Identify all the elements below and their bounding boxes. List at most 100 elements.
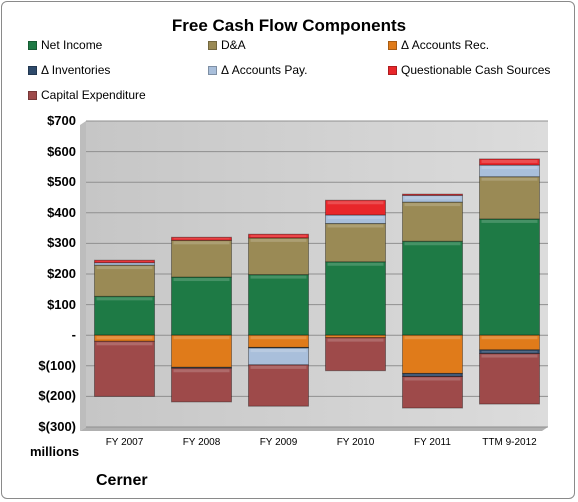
bar-segment-highlight: [481, 219, 538, 223]
bar-segment-highlight: [327, 338, 384, 342]
legend-item: Questionable Cash Sources: [388, 63, 550, 77]
bar-segment-highlight: [96, 336, 153, 340]
bar-segment-highlight: [173, 238, 230, 240]
bar-segment: [94, 340, 155, 397]
legend-label: D&A: [221, 38, 246, 52]
bar-segment-highlight: [481, 159, 538, 163]
bar-segment: [402, 334, 463, 374]
bar-segment-highlight: [250, 365, 307, 369]
bar-segment: [171, 236, 232, 241]
legend-label: Capital Expenditure: [41, 88, 146, 102]
bar-segment-highlight: [327, 262, 384, 266]
y-tick-label: $600: [47, 143, 76, 159]
bar-segment: [248, 364, 309, 407]
legend-swatch: [28, 90, 37, 100]
x-tick-label: FY 2008: [182, 437, 221, 448]
bar-segment: [325, 337, 386, 372]
legend-label: Δ Accounts Rec.: [401, 38, 490, 52]
plot-side-wall: [80, 121, 86, 431]
y-tick-label: $100: [47, 296, 76, 312]
bar-segment-highlight: [327, 215, 384, 219]
bar-segment-highlight: [250, 349, 307, 353]
x-tick-label: FY 2007: [105, 437, 144, 448]
y-tick-label: $700: [47, 113, 76, 128]
y-tick-label: $300: [47, 235, 76, 251]
bar-segment-highlight: [481, 354, 538, 358]
bar-segment-highlight: [404, 196, 461, 200]
bar-segment: [94, 295, 155, 336]
x-tick-label: FY 2009: [259, 437, 298, 448]
bar-segment: [402, 193, 463, 196]
bar-segment-highlight: [327, 201, 384, 205]
bar-segment: [325, 223, 386, 263]
bar-segment: [479, 176, 540, 220]
bar-segment: [94, 259, 155, 264]
legend-label: Δ Inventories: [41, 63, 111, 77]
bar-segment-highlight: [404, 374, 461, 376]
bar-segment-highlight: [404, 377, 461, 381]
bar-segment-highlight: [173, 369, 230, 373]
bar-segment-highlight: [96, 342, 153, 346]
y-tick-label: $(200): [38, 388, 76, 404]
y-tick-label: $200: [47, 266, 76, 281]
legend-label: Δ Accounts Pay.: [221, 63, 308, 77]
bar-segment-highlight: [481, 166, 538, 170]
chart-title: Free Cash Flow Components: [171, 16, 407, 35]
x-tick-label: FY 2011: [414, 437, 451, 448]
bar-segment: [479, 353, 540, 405]
bar-segment: [248, 274, 309, 336]
legend-label: Questionable Cash Sources: [401, 63, 551, 77]
x-tick-label: FY 2010: [336, 437, 375, 448]
legend-swatch: [208, 65, 217, 75]
bar-segment: [325, 199, 386, 216]
bar-segment: [248, 237, 309, 276]
bar-segment-highlight: [250, 275, 307, 279]
y-tick-label: $(300): [38, 419, 76, 434]
bar-segment: [402, 240, 463, 336]
bar-segment-highlight: [173, 278, 230, 282]
plot-floor: [80, 427, 548, 431]
legend-swatch: [28, 65, 37, 75]
bar-segment: [94, 264, 155, 297]
bar-segment-highlight: [481, 350, 538, 353]
bar-segment: [171, 276, 232, 336]
bar-segment-highlight: [481, 177, 538, 181]
legend-label: Net Income: [41, 38, 103, 52]
bar-segment-highlight: [250, 238, 307, 242]
bar-segment-highlight: [250, 336, 307, 340]
bar-segment-highlight: [173, 241, 230, 245]
legend-item: Capital Expenditure: [28, 88, 146, 102]
y-tick-label: $400: [47, 204, 76, 220]
bar-segment-highlight: [404, 336, 461, 340]
bar-segment-highlight: [327, 224, 384, 228]
legend-swatch: [28, 40, 37, 50]
bar-segment-highlight: [96, 297, 153, 301]
bar-segment: [325, 261, 386, 336]
bar-segment: [171, 239, 232, 278]
y-tick-label: $500: [47, 174, 76, 190]
legend-item: Δ Accounts Rec.: [388, 38, 489, 52]
bar-segment-highlight: [96, 266, 153, 270]
bar-segment-highlight: [481, 336, 538, 340]
bar-segment: [479, 218, 540, 336]
bar-segment: [479, 158, 540, 166]
legend-swatch: [388, 40, 397, 50]
bar-segment-highlight: [250, 235, 307, 237]
company-label: Cerner: [96, 472, 148, 489]
bar-segment-highlight: [173, 336, 230, 340]
legend-item: D&A: [208, 38, 246, 52]
bar-segment-highlight: [404, 203, 461, 207]
legend-swatch: [388, 65, 397, 75]
bar-segment: [402, 201, 463, 242]
y-tick-label: $(100): [38, 357, 76, 373]
legend-item: Δ Accounts Pay.: [208, 63, 308, 77]
y-tick-label: -: [71, 327, 76, 343]
units-label: millions: [30, 444, 80, 459]
legend-item: Net Income: [28, 38, 102, 52]
x-tick-label: TTM 9-2012: [482, 437, 537, 448]
bar-segment: [402, 376, 463, 409]
bar-segment-highlight: [404, 242, 461, 246]
legend-swatch: [208, 40, 217, 50]
bar-segment: [248, 233, 309, 239]
